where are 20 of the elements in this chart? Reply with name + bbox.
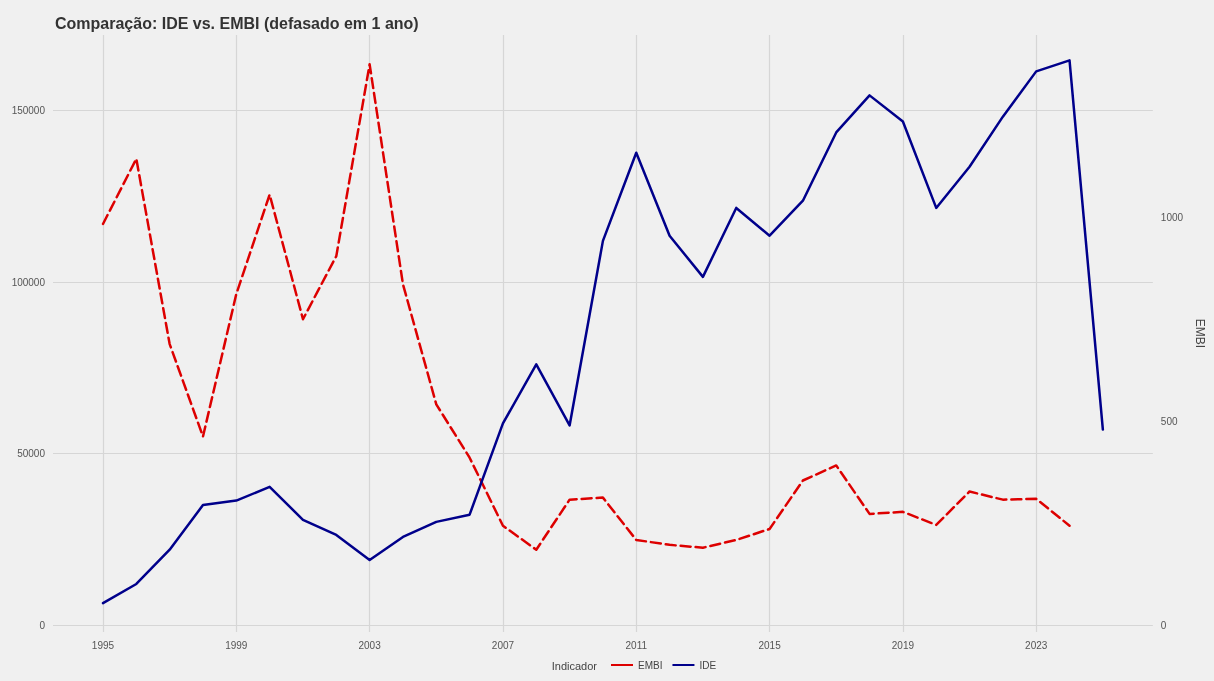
y-tick-label: 150000 (11, 104, 46, 116)
x-tick-label: 1999 (225, 639, 248, 651)
x-tick-label: 2023 (1025, 639, 1048, 651)
legend-title: Indicador (551, 659, 598, 672)
legend-label: IDE (699, 659, 717, 671)
y-tick-label: 100000 (11, 276, 46, 288)
x-tick-label: 2007 (491, 639, 515, 651)
y-tick-label: 0 (39, 619, 46, 631)
y2-tick-label: 1000 (1160, 212, 1184, 224)
x-tick-label: 1995 (91, 639, 115, 651)
x-tick-label: 2003 (358, 639, 382, 651)
x-tick-label: 2015 (758, 639, 782, 651)
legend-label: EMBI (638, 659, 663, 671)
x-tick-label: 2019 (891, 639, 915, 651)
y2-tick-label: 0 (1160, 619, 1167, 631)
y2-axis-title: EMBI (1193, 318, 1207, 349)
y-tick-label: 50000 (17, 448, 46, 460)
x-tick-label: 2011 (625, 639, 648, 651)
y2-tick-label: 500 (1160, 415, 1178, 427)
chart-title: Comparação: IDE vs. EMBI (defasado em 1 ano) (55, 14, 419, 32)
